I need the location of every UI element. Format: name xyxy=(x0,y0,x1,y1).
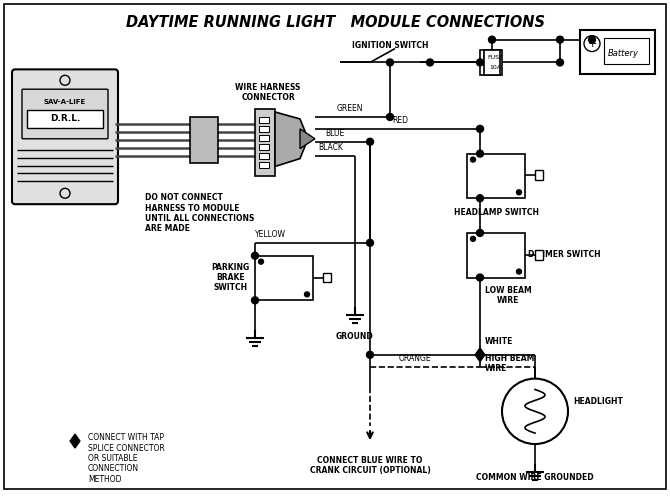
Bar xyxy=(27,110,103,128)
Text: YELLOW: YELLOW xyxy=(255,230,285,239)
Circle shape xyxy=(488,36,496,43)
Bar xyxy=(259,144,269,150)
Circle shape xyxy=(304,292,310,297)
Bar xyxy=(259,117,269,123)
Bar xyxy=(604,38,649,65)
Text: BLUE: BLUE xyxy=(325,129,344,138)
Text: IGNITION SWITCH: IGNITION SWITCH xyxy=(352,41,428,50)
Circle shape xyxy=(251,252,259,259)
Text: HEADLAMP SWITCH: HEADLAMP SWITCH xyxy=(454,208,539,217)
Text: Battery: Battery xyxy=(608,49,639,58)
Circle shape xyxy=(259,259,263,264)
Text: DAYTIME RUNNING LIGHT   MODULE CONNECTIONS: DAYTIME RUNNING LIGHT MODULE CONNECTIONS xyxy=(125,15,545,30)
FancyBboxPatch shape xyxy=(22,89,108,139)
Circle shape xyxy=(502,379,568,444)
Text: COMMON WIRE GROUNDED: COMMON WIRE GROUNDED xyxy=(476,473,594,482)
Text: DIMMER SWITCH: DIMMER SWITCH xyxy=(528,250,600,259)
Bar xyxy=(259,162,269,167)
Polygon shape xyxy=(475,348,485,362)
Bar xyxy=(259,126,269,132)
Circle shape xyxy=(387,113,393,120)
Circle shape xyxy=(366,351,373,358)
Bar xyxy=(259,135,269,141)
Circle shape xyxy=(476,195,484,202)
Circle shape xyxy=(251,297,259,304)
Text: 10A: 10A xyxy=(484,65,498,71)
Text: WHITE: WHITE xyxy=(485,337,513,346)
Polygon shape xyxy=(275,112,308,166)
Polygon shape xyxy=(300,129,315,149)
Bar xyxy=(323,272,331,282)
Circle shape xyxy=(476,150,484,157)
Text: BLACK: BLACK xyxy=(318,143,343,152)
Text: +: + xyxy=(588,39,597,49)
Bar xyxy=(467,154,525,198)
Circle shape xyxy=(588,36,596,43)
FancyBboxPatch shape xyxy=(12,70,118,204)
Text: CONNECT BLUE WIRE TO
CRANK CIRCUIT (OPTIONAL): CONNECT BLUE WIRE TO CRANK CIRCUIT (OPTI… xyxy=(310,456,430,475)
Circle shape xyxy=(470,237,476,242)
Text: ORANGE: ORANGE xyxy=(399,354,431,363)
Text: PARKING
BRAKE
SWITCH: PARKING BRAKE SWITCH xyxy=(212,262,250,292)
Bar xyxy=(467,233,525,277)
Circle shape xyxy=(476,230,484,237)
Bar xyxy=(255,109,275,176)
Circle shape xyxy=(584,36,600,52)
Text: 10A: 10A xyxy=(489,65,501,70)
Text: GREEN: GREEN xyxy=(337,104,363,113)
Bar xyxy=(190,117,218,163)
Text: CONNECT WITH TAP
SPLICE CONNECTOR
OR SUITABLE
CONNECTION
METHOD: CONNECT WITH TAP SPLICE CONNECTOR OR SUI… xyxy=(88,433,165,484)
Text: FUSE: FUSE xyxy=(482,55,500,61)
Bar xyxy=(480,50,502,76)
Bar xyxy=(535,250,543,259)
Bar xyxy=(259,153,269,159)
Text: FUSE: FUSE xyxy=(487,55,503,60)
Circle shape xyxy=(387,59,393,66)
Text: SAV-A-LIFE: SAV-A-LIFE xyxy=(44,99,86,105)
Circle shape xyxy=(366,240,373,247)
Circle shape xyxy=(366,138,373,145)
Circle shape xyxy=(517,269,521,274)
Bar xyxy=(255,256,313,300)
Circle shape xyxy=(60,76,70,85)
Circle shape xyxy=(517,190,521,195)
Circle shape xyxy=(557,59,563,66)
Bar xyxy=(484,50,500,76)
Text: WIRE HARNESS
CONNECTOR: WIRE HARNESS CONNECTOR xyxy=(235,83,301,102)
Bar xyxy=(535,170,543,180)
Circle shape xyxy=(427,59,433,66)
Circle shape xyxy=(476,274,484,281)
Circle shape xyxy=(557,36,563,43)
Text: GROUND: GROUND xyxy=(336,332,374,341)
Text: LOW BEAM
WIRE: LOW BEAM WIRE xyxy=(485,286,532,305)
Text: HIGH BEAM
WIRE: HIGH BEAM WIRE xyxy=(485,354,535,373)
Circle shape xyxy=(470,157,476,162)
Circle shape xyxy=(60,188,70,198)
Bar xyxy=(580,30,655,75)
Text: RED: RED xyxy=(392,116,408,125)
Text: HEADLIGHT: HEADLIGHT xyxy=(573,397,623,406)
Text: D.R.L.: D.R.L. xyxy=(50,114,80,123)
Text: DO NOT CONNECT
HARNESS TO MODULE
UNTIL ALL CONNECTIONS
ARE MADE: DO NOT CONNECT HARNESS TO MODULE UNTIL A… xyxy=(145,193,255,234)
Polygon shape xyxy=(70,434,80,448)
Circle shape xyxy=(476,59,484,66)
Circle shape xyxy=(476,125,484,132)
